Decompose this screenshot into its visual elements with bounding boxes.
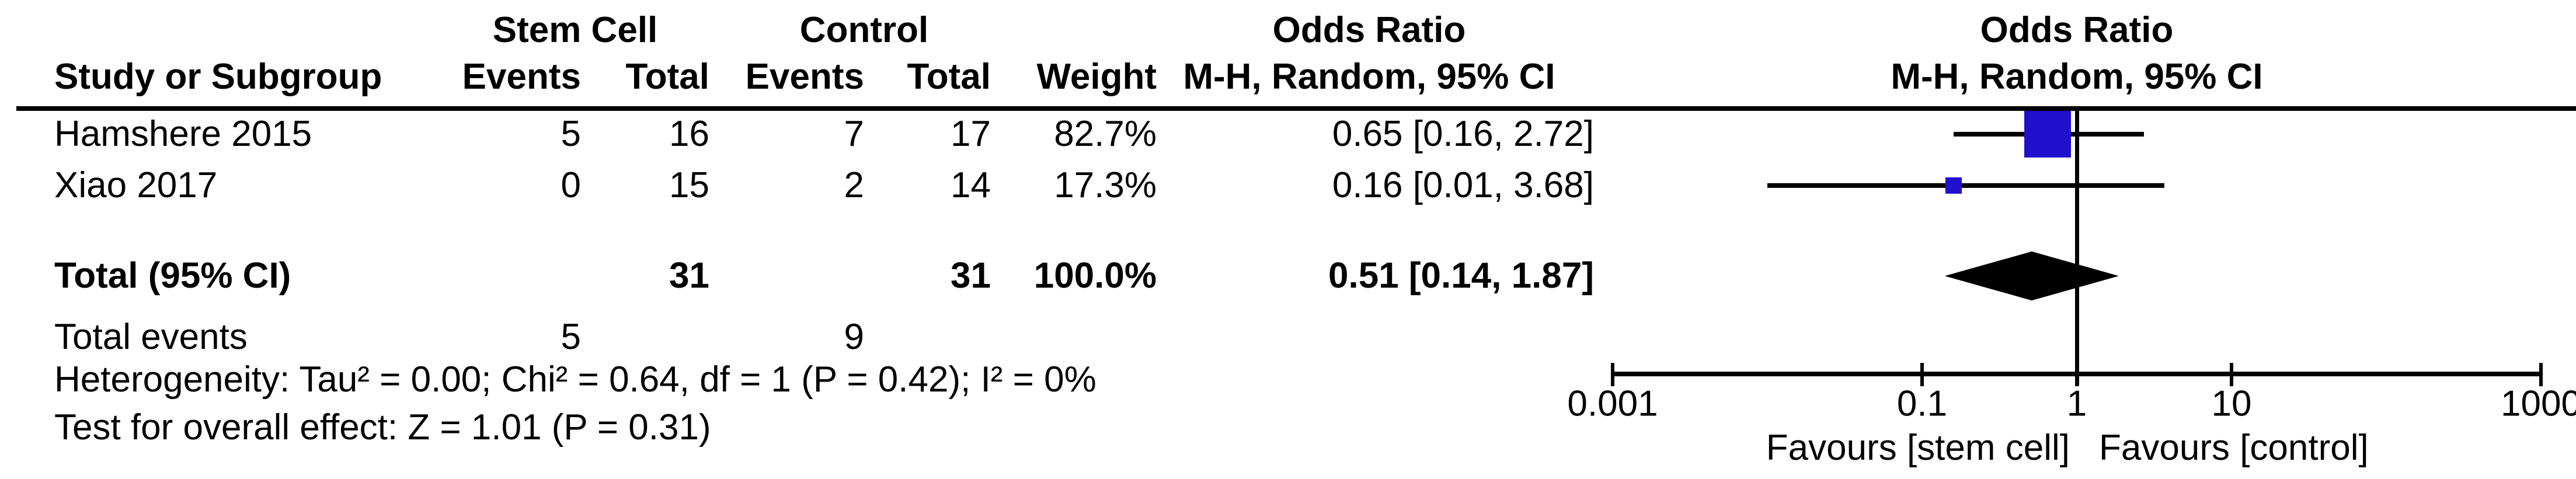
axis-tick xyxy=(2230,363,2233,386)
overall-effect-stats: Test for overall effect: Z = 1.01 (P = 0… xyxy=(54,407,711,447)
control-events-value: 2 xyxy=(844,165,864,205)
odds-ratio-title-left: Odds Ratio xyxy=(1272,10,1466,50)
column-header-method-right: M-H, Random, 95% CI xyxy=(1891,57,2263,97)
column-header-weight: Weight xyxy=(1036,57,1157,97)
axis-tick-label: 1000 xyxy=(2501,383,2576,424)
total-weight-value: 100.0% xyxy=(1033,256,1157,296)
axis-tick-label: 0.001 xyxy=(1567,383,1658,424)
favours-left-label: Favours [stem cell] xyxy=(1766,428,2070,468)
total-events-label: Total events xyxy=(54,317,248,357)
or-ci-value: 0.65 [0.16, 2.72] xyxy=(1332,114,1594,154)
total-or-ci-value: 0.51 [0.14, 1.87] xyxy=(1328,256,1594,296)
axis-tick xyxy=(2075,363,2079,386)
or-square xyxy=(2024,111,2072,158)
column-header-total-control: Total xyxy=(907,57,991,97)
axis-tick-label: 1 xyxy=(2066,383,2087,424)
axis-tick xyxy=(1920,363,1924,386)
group-header-control: Control xyxy=(799,10,929,50)
axis-tick xyxy=(1611,363,1614,386)
axis-tick-label: 10 xyxy=(2211,383,2252,424)
weight-value: 17.3% xyxy=(1054,165,1157,205)
column-header-method-left: M-H, Random, 95% CI xyxy=(1183,57,1555,97)
column-header-events-control: Events xyxy=(745,57,864,97)
null-effect-line xyxy=(2074,111,2079,386)
total-label: Total (95% CI) xyxy=(54,256,291,296)
control-total-value: 17 xyxy=(951,114,991,154)
total-control-value: 31 xyxy=(951,256,991,296)
column-header-events-stem: Events xyxy=(462,57,581,97)
summary-diamond xyxy=(1944,251,2119,300)
group-header-stem-cell: Stem Cell xyxy=(492,10,658,50)
control-total-value: 14 xyxy=(951,165,991,205)
column-header-total-stem: Total xyxy=(625,57,710,97)
ci-line xyxy=(1767,183,2164,188)
axis-tick-label: 0.1 xyxy=(1896,383,1948,424)
header-divider-rule xyxy=(16,106,2576,111)
study-name: Hamshere 2015 xyxy=(54,114,312,154)
total-events-stem-value: 5 xyxy=(561,317,581,357)
study-name: Xiao 2017 xyxy=(54,165,218,205)
stem-total-value: 15 xyxy=(669,165,709,205)
stem-total-value: 16 xyxy=(669,114,709,154)
axis-tick xyxy=(2539,363,2543,386)
weight-value: 82.7% xyxy=(1054,114,1157,154)
total-stem-value: 31 xyxy=(669,256,709,296)
column-header-study: Study or Subgroup xyxy=(54,57,382,97)
stem-events-value: 5 xyxy=(561,114,581,154)
favours-right-label: Favours [control] xyxy=(2099,428,2369,468)
total-events-control-value: 9 xyxy=(844,317,864,357)
stem-events-value: 0 xyxy=(561,165,581,205)
control-events-value: 7 xyxy=(844,114,864,154)
heterogeneity-stats: Heterogeneity: Tau² = 0.00; Chi² = 0.64,… xyxy=(54,359,1096,400)
or-square xyxy=(1945,177,1962,194)
odds-ratio-title-right: Odds Ratio xyxy=(1980,10,2174,50)
or-ci-value: 0.16 [0.01, 3.68] xyxy=(1332,165,1594,205)
